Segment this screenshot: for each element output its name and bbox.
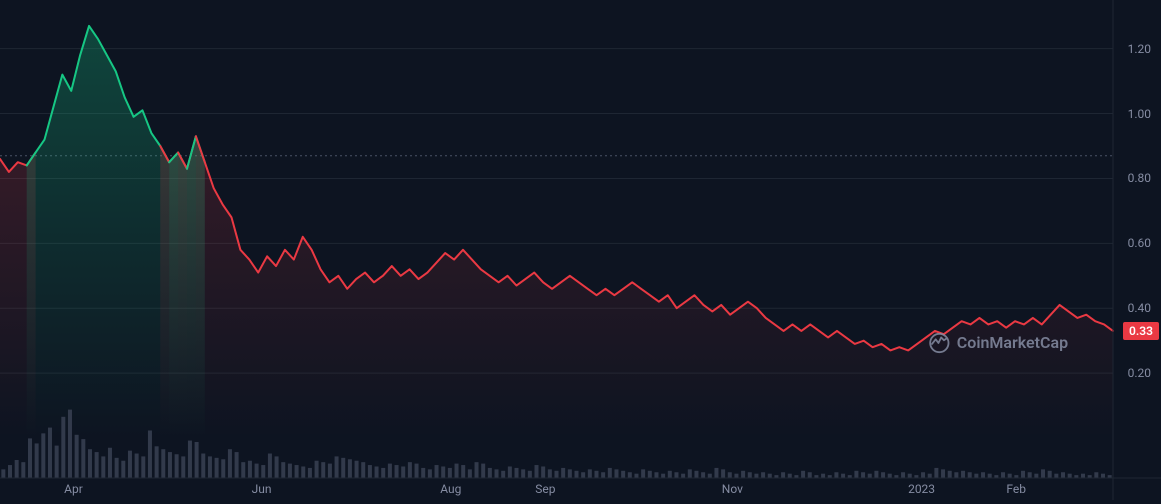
watermark-text: CoinMarketCap (957, 333, 1068, 352)
x-tick-label: Aug (440, 482, 461, 496)
y-tick-label: 0.60 (1128, 236, 1151, 250)
x-tick-label: 2023 (908, 482, 935, 496)
current-price-badge: 0.33 (1123, 322, 1159, 340)
x-tick-label: Nov (722, 482, 743, 496)
y-tick-label: 1.20 (1128, 42, 1151, 56)
watermark: CoinMarketCap (929, 332, 1068, 354)
chart-svg (0, 0, 1161, 500)
y-tick-label: 0.80 (1128, 171, 1151, 185)
y-tick-label: 1.00 (1128, 107, 1151, 121)
current-price-value: 0.33 (1129, 324, 1153, 338)
x-tick-label: Sep (535, 482, 555, 496)
x-tick-label: Jun (252, 482, 272, 496)
y-tick-label: 0.40 (1128, 301, 1151, 315)
x-tick-label: Apr (64, 482, 83, 496)
price-chart[interactable]: 0.20 0.40 0.60 0.80 1.00 1.20 Apr Jun Aug Sep Nov… (0, 0, 1161, 500)
coinmarketcap-icon (929, 332, 951, 354)
x-tick-label: Feb (1006, 482, 1026, 496)
y-tick-label: 0.20 (1128, 366, 1151, 380)
